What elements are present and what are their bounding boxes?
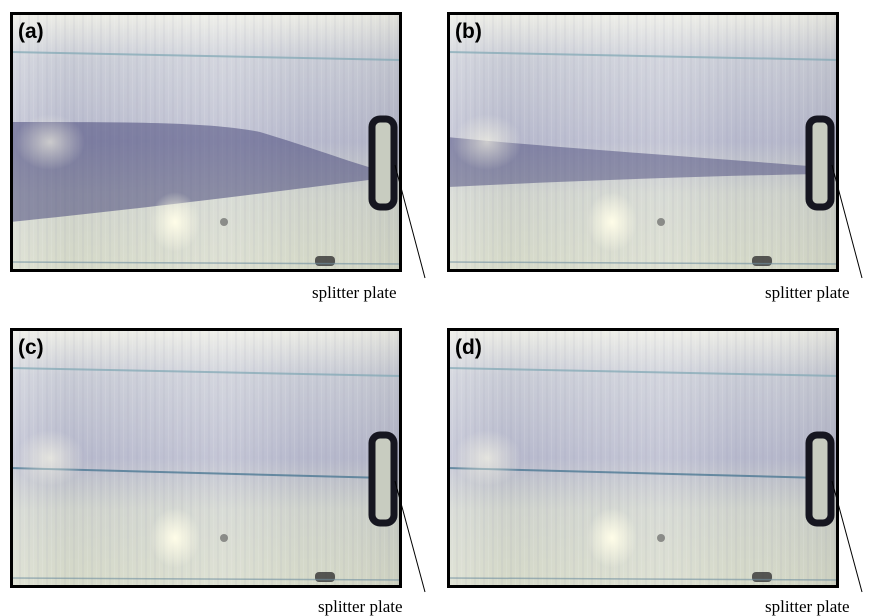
bubble (657, 218, 665, 226)
bubble (220, 218, 228, 226)
light-spot (452, 430, 522, 486)
photo-border (447, 12, 839, 272)
annotation-pointer (394, 480, 426, 593)
debris (315, 572, 335, 582)
photo-border (447, 328, 839, 588)
debris (752, 572, 772, 582)
photo-panel: (d) (446, 328, 840, 588)
bubble (657, 534, 665, 542)
panel-label: (c) (18, 336, 44, 359)
annotation-text: splitter plate (765, 283, 850, 302)
channel-top (446, 51, 840, 61)
channel-bottom (9, 261, 403, 265)
light-spot (15, 430, 85, 486)
photo-panel: (a) (9, 12, 403, 272)
panel-label: (d) (455, 336, 482, 359)
channel-bottom (446, 261, 840, 265)
annotation-text: splitter plate (318, 597, 403, 616)
light-spot (587, 508, 637, 568)
light-spot (150, 192, 200, 252)
panel-label: (a) (18, 20, 44, 43)
light-spot (15, 114, 85, 170)
light-spot (150, 508, 200, 568)
annotation-text: splitter plate (765, 597, 850, 616)
dye-band (10, 122, 385, 222)
annotation-pointer (831, 480, 863, 593)
splitter-plate (805, 431, 835, 527)
splitter-plate (805, 115, 835, 211)
channel-top (446, 367, 840, 377)
splitter-plate (368, 115, 398, 211)
annotation-text: splitter plate (312, 283, 397, 302)
splitter-plate (368, 431, 398, 527)
channel-top (9, 367, 403, 377)
bubble (220, 534, 228, 542)
dye-band (447, 137, 822, 187)
photo-border (10, 12, 402, 272)
annotation-pointer (394, 164, 426, 279)
photo-border (10, 328, 402, 588)
channel-bottom (9, 577, 403, 581)
light-spot (452, 114, 522, 170)
light-spot (587, 192, 637, 252)
photo-panel: (c) (9, 328, 403, 588)
channel-top (9, 51, 403, 61)
debris (752, 256, 772, 266)
annotation-pointer (831, 164, 863, 279)
channel-bottom (446, 577, 840, 581)
debris (315, 256, 335, 266)
panel-label: (b) (455, 20, 482, 43)
photo-panel: (b) (446, 12, 840, 272)
